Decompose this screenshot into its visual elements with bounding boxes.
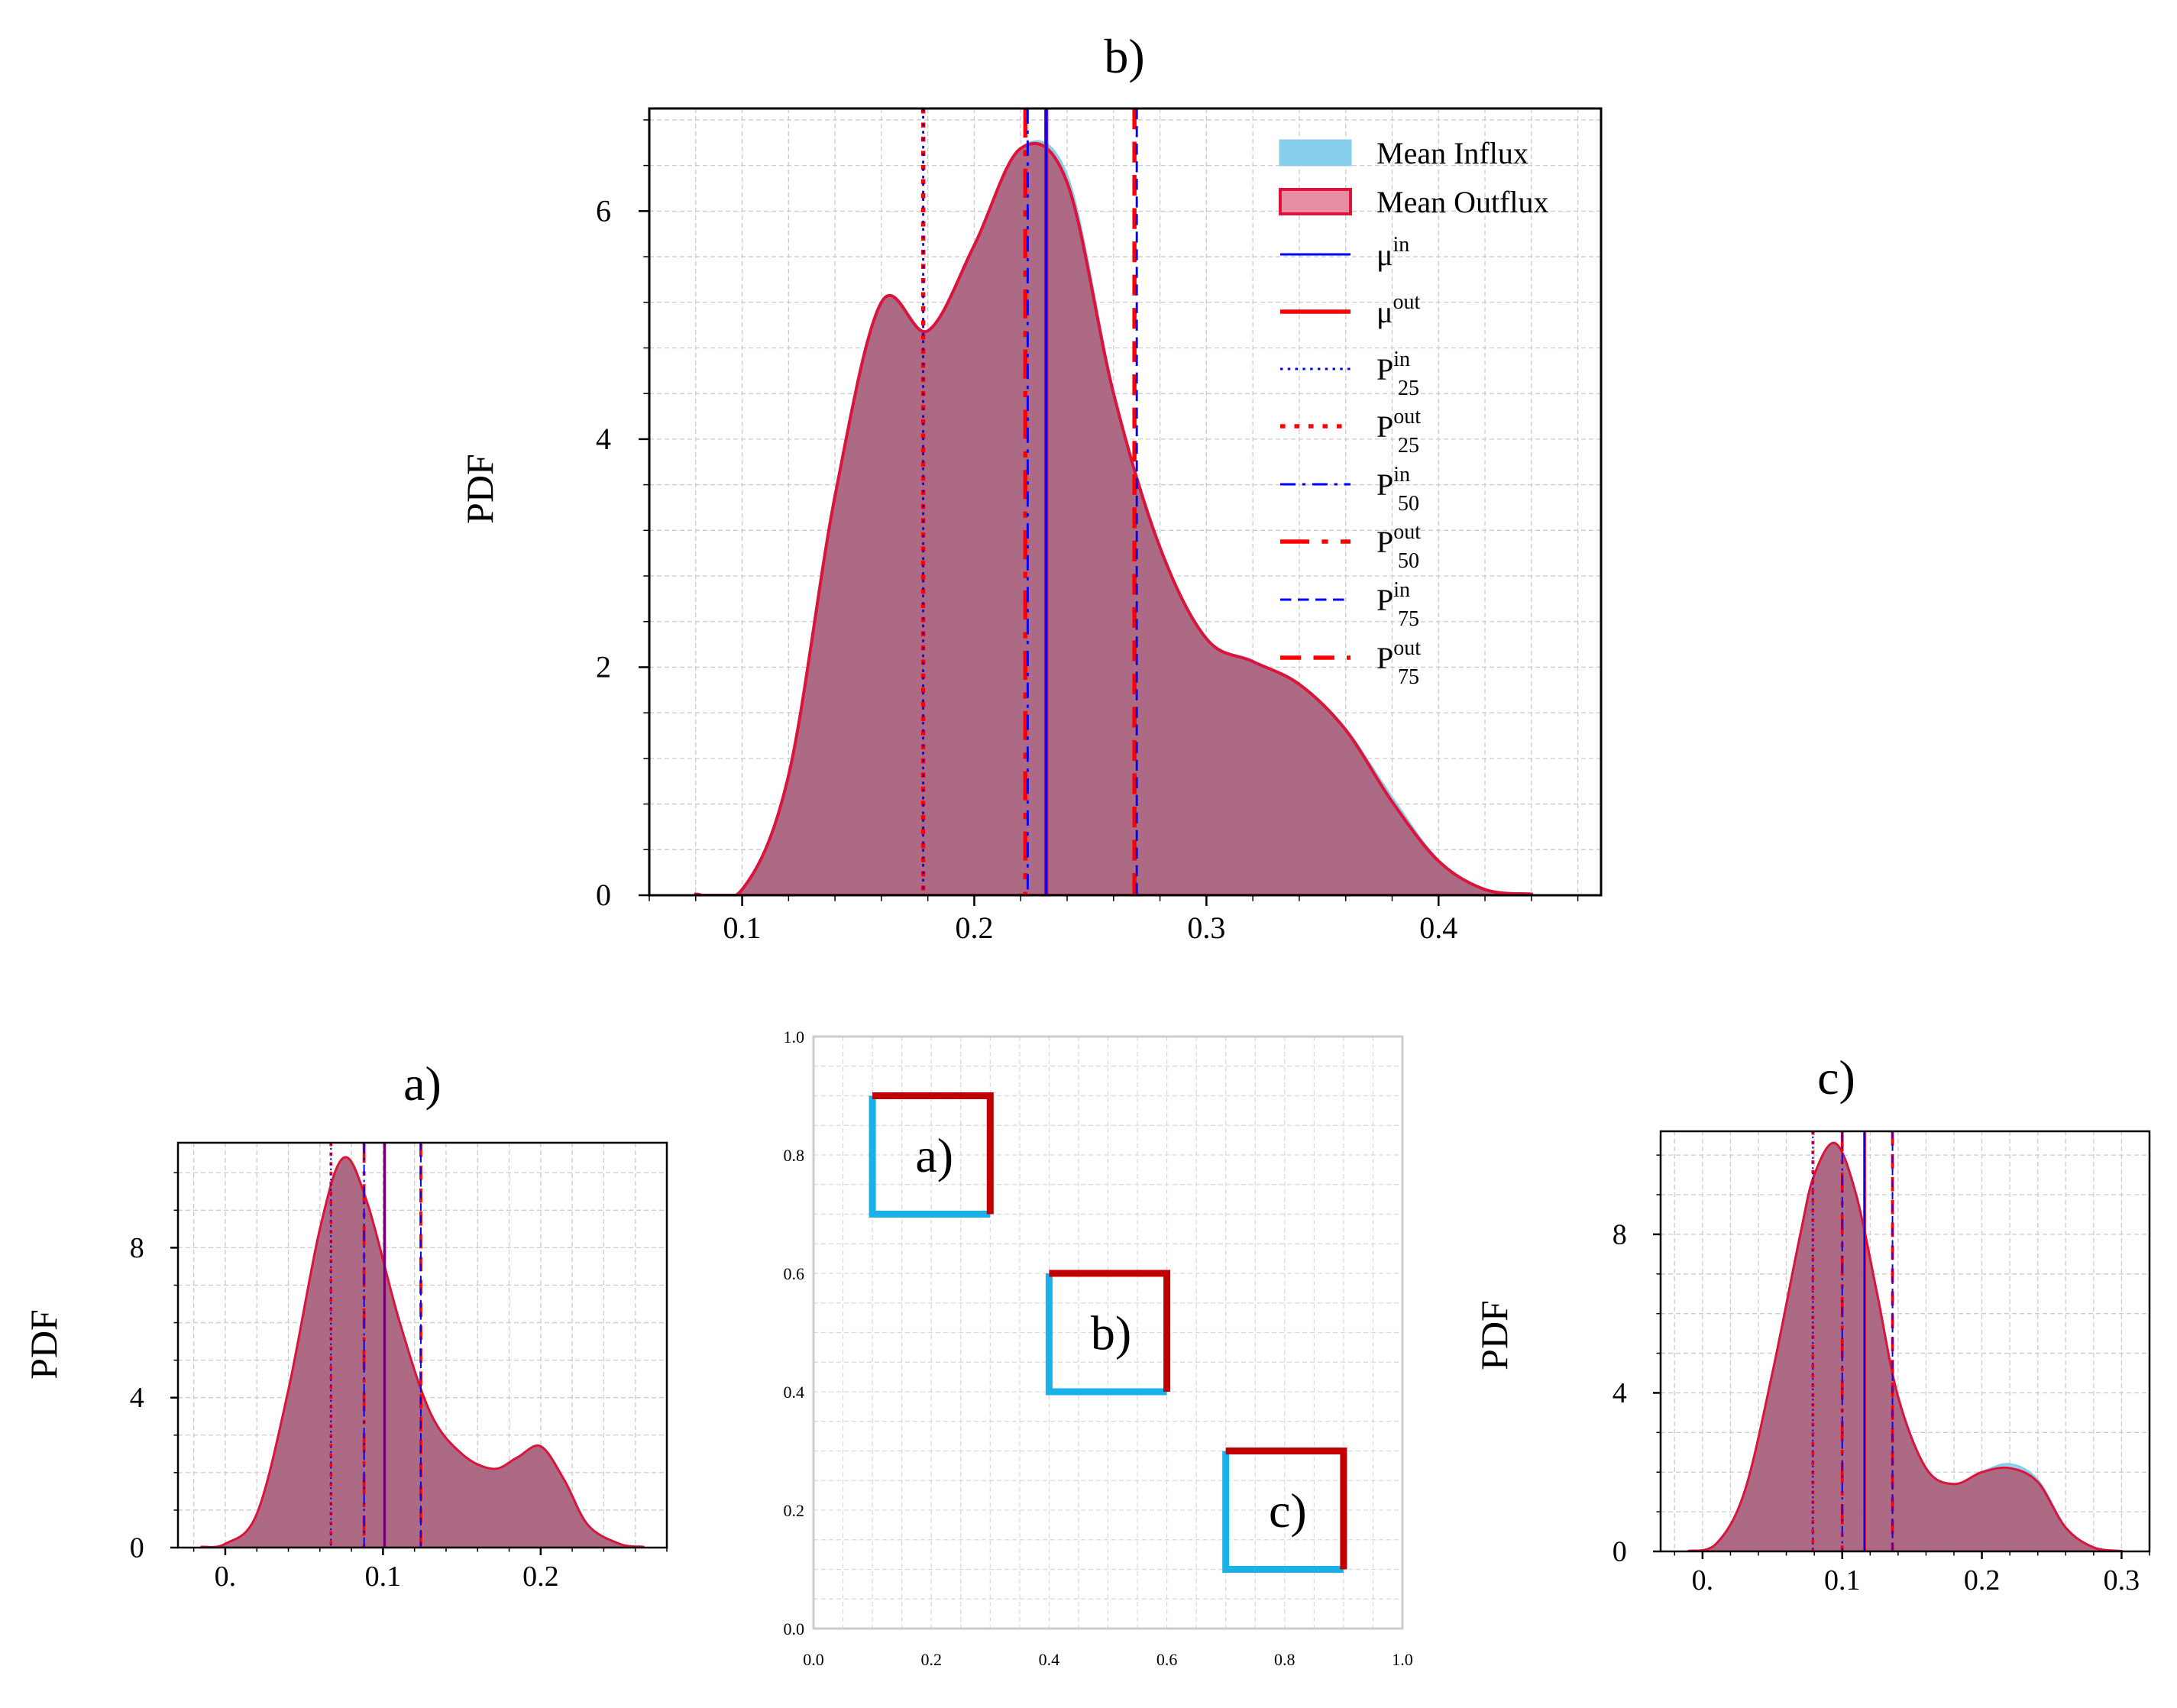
panel-c-frame [1659,1130,2151,1553]
map-boxes: a) b) c) [869,1092,1347,1573]
panel-b: b) PDF 0.1 0.2 0.3 0.4 0 2 4 6 Mean Influx Mean … [458,29,1603,945]
map-grid [813,1036,1403,1629]
map-xtick-label: 0.4 [1039,1650,1060,1669]
legend-label: Mean Influx [1376,136,1528,170]
panel-a-frame [176,1141,668,1549]
panel-b-title: b) [1104,29,1144,83]
panel-a: a) PDF 0. 0.1 0.2 0 4 8 [22,1056,668,1593]
legend-superscript: out [1393,405,1421,429]
legend-outflux-patch [1279,188,1352,215]
map-box-label: b) [1091,1306,1131,1360]
b-ytick-label: 4 [596,422,611,456]
c-xtick-label: 0. [1692,1564,1714,1596]
b-xtick-label: 0.2 [955,911,993,945]
c-xtick-label: 0.2 [1964,1564,2001,1596]
legend-label: μin [1376,233,1409,272]
a-ytick-label: 4 [130,1382,144,1414]
map-ytick-label: 0.6 [784,1264,805,1283]
a-ytick-label: 8 [130,1232,144,1264]
map-box-label: a) [915,1128,953,1182]
panel-b-frame [648,107,1603,897]
map-ytick-label: 1.0 [784,1027,805,1046]
legend-superscript: out [1393,290,1420,314]
panel-b-ylabel: PDF [458,454,501,524]
legend-superscript: in [1393,578,1410,602]
panel-c: c) PDF 0. 0.1 0.2 0.3 0 4 8 [1473,1050,2151,1596]
legend-superscript: in [1393,233,1409,257]
c-xtick-label: 0.3 [2104,1564,2140,1596]
panel-c-ylabel: PDF [1473,1300,1515,1370]
c-ytick-label: 8 [1613,1218,1627,1250]
legend-superscript: in [1393,348,1410,371]
legend-label: Mean Outflux [1376,185,1549,219]
location-map: 0.0 0.2 0.4 0.6 0.8 1.0 0.0 0.2 0.4 0.6 0.8 1.0 a) b… [784,1027,1413,1669]
map-xtick-label: 0.2 [920,1650,942,1669]
c-ytick-label: 0 [1613,1536,1627,1568]
map-box-label: c) [1269,1483,1307,1538]
legend-label: Pin [1376,348,1410,387]
legend-superscript: in [1393,463,1410,487]
panel-b-stat-lines [920,108,1138,895]
b-ytick-label: 2 [596,650,611,684]
legend-subscript: 50 [1398,492,1419,516]
legend-subscript: 25 [1398,377,1419,400]
legend-subscript: 75 [1398,607,1419,631]
map-ytick-label: 0.8 [784,1146,805,1165]
b-xtick-label: 0.1 [723,911,762,945]
map-box-red-edge [1225,1448,1347,1570]
panel-a-ticks: 0. 0.1 0.2 0 4 8 [130,1172,668,1593]
legend-superscript: out [1393,520,1421,544]
map-box-blue-edge [1045,1273,1167,1396]
b-ytick-label: 0 [596,878,611,912]
panel-c-ticks: 0. 0.1 0.2 0.3 0 4 8 [1613,1154,2150,1596]
map-ytick-label: 0.4 [784,1383,805,1402]
a-xtick-label: 0. [215,1561,237,1593]
map-xtick-label: 0.8 [1274,1650,1296,1669]
a-xtick-label: 0.1 [365,1561,402,1593]
legend-superscript: out [1393,636,1421,660]
panel-c-stat-lines [1811,1131,1894,1551]
panel-b-ticks: 0.1 0.2 0.3 0.4 0 2 4 6 [596,119,1579,945]
map-box-red-edge [872,1092,994,1215]
map-xtick-label: 0.0 [803,1650,824,1669]
map-box-blue-edge [869,1095,991,1218]
panel-a-stat-lines [329,1143,422,1548]
panel-a-outflux-area [200,1156,645,1548]
panel-a-ylabel: PDF [22,1309,65,1380]
b-xtick-label: 0.3 [1187,911,1225,945]
map-frame [812,1035,1404,1630]
panel-c-title: c) [1817,1050,1855,1105]
c-ytick-label: 4 [1613,1377,1627,1409]
map-xtick-label: 0.6 [1156,1650,1178,1669]
legend-influx-patch [1279,139,1352,167]
b-xtick-label: 0.4 [1419,911,1457,945]
map-ytick-label: 0.2 [784,1501,805,1520]
map-box-blue-edge [1222,1451,1344,1573]
a-xtick-label: 0.2 [522,1561,559,1593]
b-ytick-label: 6 [596,194,611,228]
panel-a-title: a) [403,1056,442,1111]
panel-b-outflux-area [694,141,1533,895]
panel-c-outflux-area [1687,1141,2123,1551]
map-box-red-edge [1049,1270,1171,1392]
map-xtick-label: 1.0 [1392,1650,1413,1669]
a-ytick-label: 0 [130,1532,144,1564]
map-ticks: 0.0 0.2 0.4 0.6 0.8 1.0 0.0 0.2 0.4 0.6 0.8 1.0 [784,1027,1413,1669]
c-xtick-label: 0.1 [1824,1564,1861,1596]
legend-subscript: 50 [1398,549,1419,573]
map-ytick-label: 0.0 [784,1619,805,1638]
legend-subscript: 75 [1398,665,1419,689]
legend-subscript: 25 [1398,434,1419,458]
legend-label: μout [1376,290,1420,329]
